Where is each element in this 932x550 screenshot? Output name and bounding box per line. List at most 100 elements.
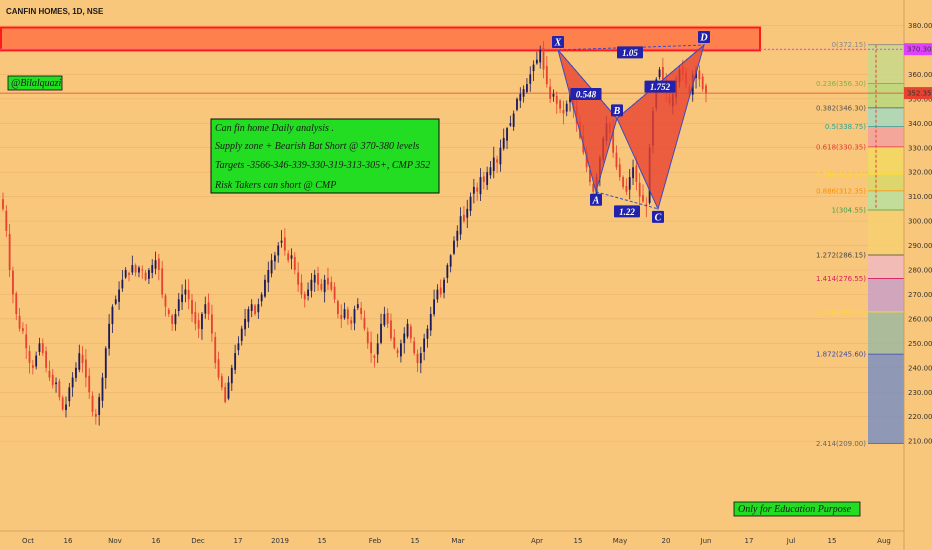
candle-body	[247, 309, 250, 322]
pattern-point-label: C	[655, 212, 662, 223]
price-tick-label: 300.00	[908, 218, 932, 226]
candle-body	[658, 69, 661, 78]
bearish-bat-pattern: X A B C D 0.548 1.22 1.752 1.05	[552, 31, 710, 223]
candle-body	[509, 123, 512, 126]
pattern-ratio-line	[557, 44, 705, 51]
candle-body	[535, 59, 538, 64]
candle-body	[38, 343, 41, 353]
candle-body	[35, 355, 38, 367]
candle-body	[287, 253, 290, 261]
analysis-line-4: Risk Takers can short @ CMP	[214, 180, 336, 191]
price-tick-label: 280.00	[908, 267, 932, 275]
candle-body	[81, 354, 84, 363]
candle-body	[323, 279, 326, 293]
candle-body	[48, 370, 51, 378]
candle-body	[386, 313, 389, 324]
candle-body	[416, 353, 419, 363]
candle-body	[264, 279, 266, 297]
candle-body	[370, 342, 372, 354]
candle-body	[234, 353, 237, 370]
fib-band	[868, 146, 904, 175]
candle-body	[114, 299, 117, 304]
price-tick-label: 320.00	[908, 169, 932, 177]
pattern-ratio-line	[557, 49, 618, 119]
pattern-ratio-box	[614, 205, 640, 218]
candle-body	[439, 287, 442, 295]
candle-body	[456, 230, 459, 241]
candle-body	[91, 395, 94, 412]
candle-body	[327, 277, 329, 285]
candle-body	[191, 299, 193, 315]
candle-body	[68, 387, 71, 402]
time-tick-label: Apr	[531, 537, 543, 545]
time-tick-label: 15	[828, 537, 837, 545]
candle-body	[701, 76, 704, 90]
candle-body	[642, 195, 644, 202]
candle-body	[313, 274, 316, 283]
candle-body	[429, 314, 432, 331]
candle-body	[25, 334, 28, 349]
candle-body	[15, 293, 18, 315]
pattern-point-label: X	[554, 37, 562, 48]
price-marker-box	[904, 87, 932, 100]
time-tick-label: Nov	[108, 537, 122, 545]
fib-level-label: 0.618(330.35)	[816, 143, 866, 151]
candle-body	[280, 240, 283, 243]
price-marker-label: 370.30	[907, 46, 932, 54]
candle-body	[220, 376, 223, 388]
candle-body	[479, 177, 482, 195]
fib-band	[868, 44, 904, 84]
pattern-point-box	[590, 193, 602, 206]
analysis-line-2: Supply zone + Bearish Bat Short @ 370-38…	[215, 141, 419, 152]
pattern-point-label: B	[613, 106, 621, 117]
candle-body	[502, 137, 505, 149]
candle-body	[363, 317, 366, 329]
candle-body	[353, 309, 356, 324]
candle-body	[111, 306, 114, 325]
candle-body	[661, 66, 664, 80]
candle-body	[519, 93, 522, 101]
time-tick-label: Jul	[786, 537, 796, 545]
candle-body	[293, 256, 296, 270]
candle-body	[585, 152, 588, 168]
candle-body	[522, 89, 525, 97]
time-tick-label: 16	[64, 537, 73, 545]
candle-body	[290, 255, 293, 259]
candle-body	[615, 152, 618, 168]
candle-body	[618, 164, 621, 178]
candle-body	[628, 177, 631, 190]
candle-body	[552, 93, 555, 97]
fib-level-label: 0.786(319.10)	[816, 171, 866, 179]
time-tick-label: 17	[745, 537, 754, 545]
fib-band	[868, 174, 904, 191]
candle-body	[433, 299, 435, 315]
analysis-line-1: Can fin home Daily analysis .	[215, 123, 334, 134]
candle-body	[61, 397, 64, 410]
candle-body	[413, 341, 416, 354]
candle-body	[128, 273, 130, 275]
candle-body	[632, 167, 634, 179]
candle-body	[337, 301, 339, 315]
price-tick-label: 360.00	[908, 71, 932, 79]
candle-body	[201, 314, 203, 330]
time-tick-label: 20	[662, 537, 671, 545]
fib-level-label: 0.236(356.30)	[816, 80, 866, 88]
time-tick-label: Jun	[700, 537, 712, 545]
candle-body	[499, 147, 502, 165]
pattern-ratio-label: 0.548	[576, 89, 597, 99]
price-axis[interactable]: 380.00370.00360.00350.00340.00330.00320.…	[903, 0, 932, 550]
candle-body	[330, 282, 333, 290]
fib-level-label: 1.872(245.60)	[816, 351, 866, 359]
time-axis[interactable]: Oct 16 Nov 16 Dec 17 2019 15 Feb 15 Mar Apr 15 May 20 J…	[0, 530, 904, 545]
price-tick-label: 220.00	[908, 413, 932, 421]
fib-level-label: 2.414(209.00)	[816, 440, 866, 448]
candle-body	[545, 66, 548, 85]
fib-level-label: 1.272(286.15)	[816, 251, 866, 259]
candle-body	[240, 328, 243, 341]
price-tick-label: 210.00	[908, 438, 932, 446]
candle-body	[98, 397, 101, 415]
fib-band	[868, 83, 904, 108]
candle-body	[592, 183, 595, 192]
